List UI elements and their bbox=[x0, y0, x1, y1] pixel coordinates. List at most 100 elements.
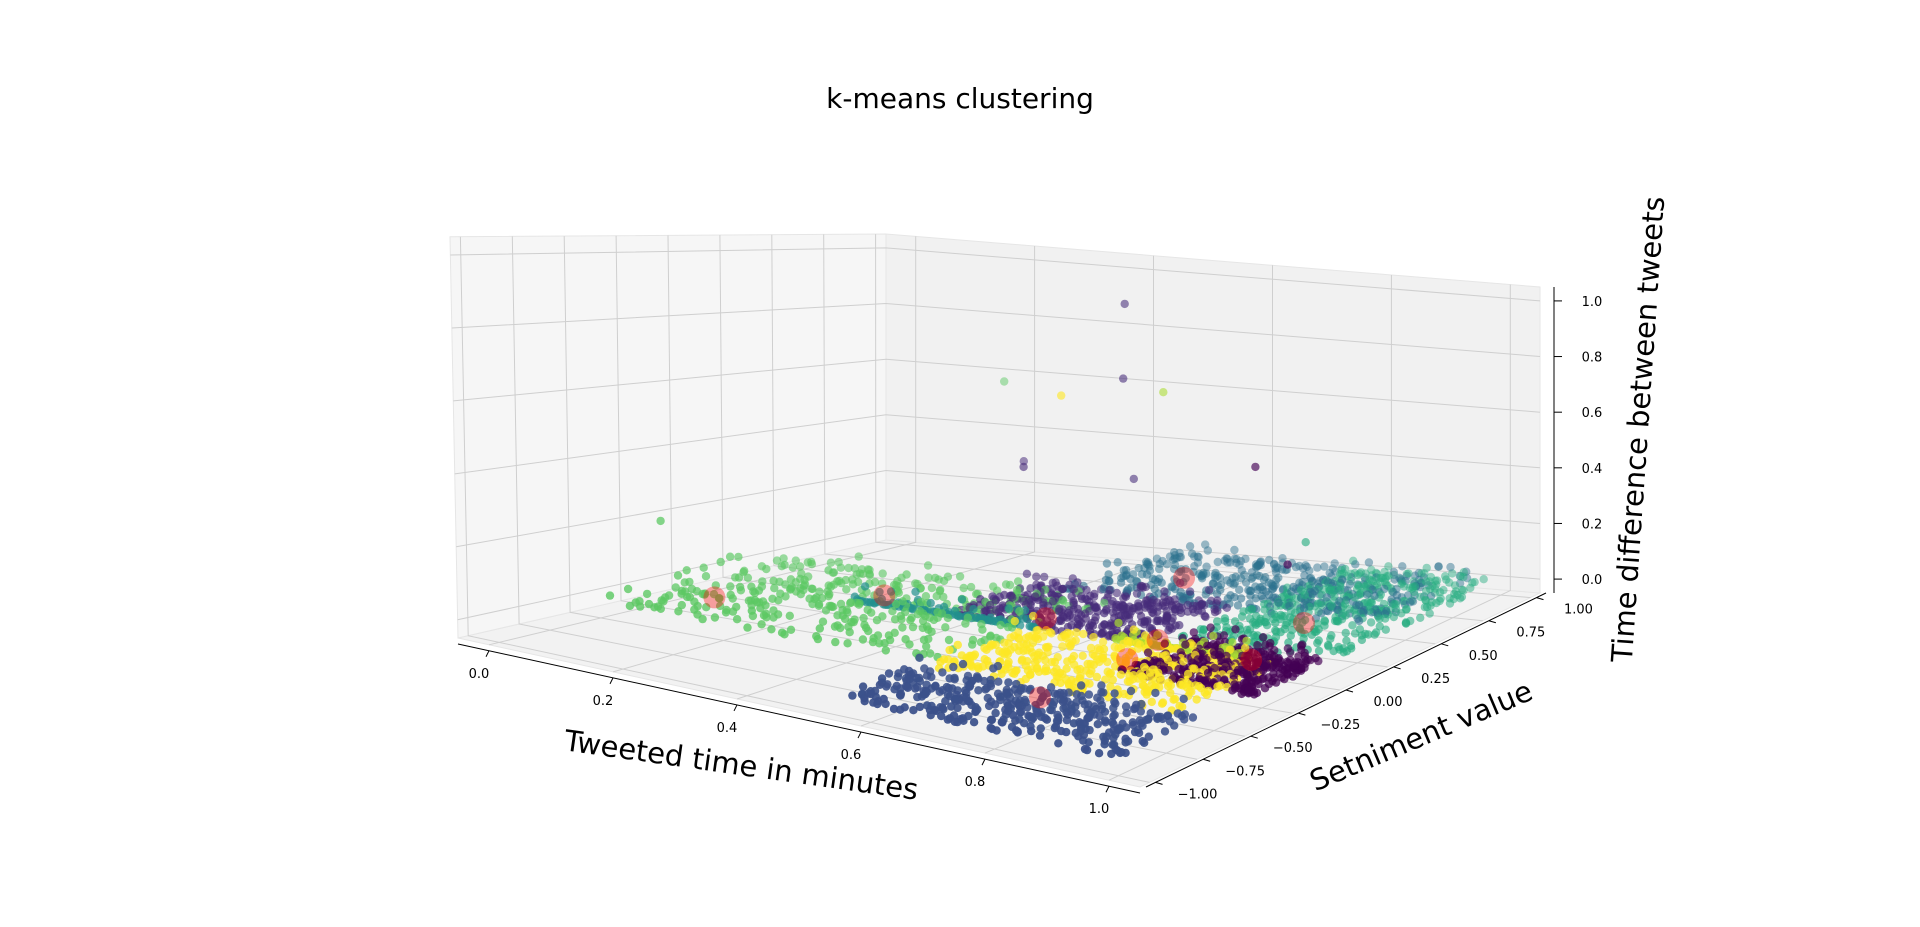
cluster-5-point bbox=[1404, 569, 1413, 578]
cluster-3-point bbox=[1226, 558, 1235, 567]
cluster-8-point bbox=[1147, 697, 1157, 707]
cluster-6-point bbox=[767, 625, 776, 634]
y-tick-label: 1.00 bbox=[1564, 603, 1593, 618]
cluster-6-point bbox=[687, 584, 697, 594]
cluster-3-point bbox=[1455, 579, 1465, 588]
cluster-0-point bbox=[1193, 655, 1203, 664]
cluster-2-point bbox=[1153, 714, 1162, 724]
cluster-3-point bbox=[1271, 564, 1280, 573]
y-tick-label: −1.00 bbox=[1178, 787, 1218, 802]
cluster-8-point bbox=[1088, 649, 1098, 659]
cluster-8-point bbox=[1067, 676, 1076, 685]
cluster-2-point bbox=[1160, 727, 1170, 736]
cluster-8-point bbox=[1003, 649, 1012, 659]
cluster-6-point bbox=[902, 570, 911, 579]
cluster-6-point bbox=[961, 619, 970, 628]
cluster-8-point bbox=[1106, 682, 1115, 691]
cluster-8-point bbox=[1014, 633, 1023, 642]
outlier-point bbox=[1057, 391, 1066, 400]
cluster-1-point bbox=[1222, 603, 1232, 612]
cluster-2-point bbox=[1015, 708, 1025, 717]
cluster-3-point bbox=[1193, 558, 1203, 567]
cluster-6-point bbox=[847, 618, 856, 627]
cluster-0-point bbox=[1234, 665, 1243, 675]
cluster-3-point bbox=[1213, 557, 1223, 567]
grid-line-x bbox=[1108, 284, 1511, 781]
cluster-0-point bbox=[1253, 641, 1262, 650]
cluster-3-point bbox=[1298, 564, 1308, 573]
cluster-2-point bbox=[1126, 686, 1136, 696]
cluster-1-point bbox=[1042, 607, 1052, 616]
cluster-2-point bbox=[1121, 702, 1131, 711]
cluster-3-point bbox=[1308, 576, 1317, 585]
cluster-8-point bbox=[1108, 675, 1118, 685]
cluster-1-point bbox=[1026, 600, 1035, 609]
cluster-5-point bbox=[1357, 635, 1367, 645]
cluster-6-point bbox=[747, 606, 756, 615]
cluster-1-point bbox=[1164, 626, 1173, 635]
cluster-3-point bbox=[1462, 567, 1471, 576]
cluster-1-point bbox=[1183, 607, 1192, 616]
cluster-3-point bbox=[1102, 559, 1112, 568]
cluster-6-point bbox=[1015, 607, 1024, 616]
cluster-3-point bbox=[1390, 575, 1399, 584]
y-tick-label: −0.50 bbox=[1273, 741, 1313, 756]
cluster-6-point bbox=[776, 589, 785, 598]
cluster-8-point bbox=[995, 647, 1004, 656]
cluster-6-point bbox=[785, 611, 794, 620]
cluster-2-point bbox=[1084, 690, 1094, 699]
cluster-5-point bbox=[1230, 617, 1240, 626]
cluster-5-point bbox=[1422, 586, 1431, 596]
cluster-6-point bbox=[831, 637, 840, 647]
y-tick-mark bbox=[1203, 758, 1211, 762]
outlier-point bbox=[656, 516, 665, 526]
cluster-2-point bbox=[945, 674, 954, 683]
cluster-5-point bbox=[1346, 569, 1356, 578]
cluster-3-point bbox=[1330, 559, 1339, 568]
cluster-0-point bbox=[1249, 647, 1259, 657]
cluster-6-point bbox=[812, 593, 821, 602]
cluster-1-point bbox=[1140, 617, 1149, 626]
cluster-1-point bbox=[1040, 572, 1049, 582]
cluster-3-point bbox=[1317, 609, 1326, 618]
grid-line-z bbox=[454, 414, 1541, 475]
cluster-5-point bbox=[1366, 618, 1376, 627]
cluster-6-point bbox=[726, 582, 735, 591]
cluster-3-point bbox=[1223, 554, 1232, 564]
cluster-6-point bbox=[726, 590, 735, 600]
cluster-5-point bbox=[1422, 602, 1432, 612]
cluster-3-point bbox=[1295, 561, 1304, 571]
cluster-1-point bbox=[1149, 595, 1158, 605]
cluster-6-point bbox=[821, 606, 831, 615]
cluster-5-point bbox=[1348, 621, 1357, 630]
cluster-5-point bbox=[1459, 572, 1468, 582]
cluster-3-point bbox=[1434, 562, 1443, 571]
cluster-3-point bbox=[1209, 579, 1218, 588]
cluster-5-point bbox=[1286, 631, 1296, 640]
cluster-6-point bbox=[925, 649, 935, 658]
cluster-2-point bbox=[947, 702, 956, 711]
cluster-7-point bbox=[1228, 638, 1237, 647]
cluster-8-point bbox=[962, 653, 971, 663]
cluster-2-point bbox=[1137, 699, 1146, 709]
cluster-6-point bbox=[837, 578, 846, 588]
cluster-5-point bbox=[1239, 607, 1248, 616]
cluster-5-point bbox=[1367, 598, 1377, 607]
cluster-6-point bbox=[656, 604, 665, 613]
cluster-8-point bbox=[1049, 667, 1059, 677]
cluster-8-point bbox=[1241, 643, 1250, 653]
cluster-2-point bbox=[1054, 713, 1063, 722]
cluster-2-point bbox=[969, 718, 979, 727]
cluster-2-point bbox=[1046, 705, 1055, 715]
cluster-1-point bbox=[1204, 585, 1214, 595]
cluster-6-point bbox=[808, 599, 817, 609]
cluster-2-point bbox=[873, 699, 882, 709]
cluster-3-point bbox=[1230, 554, 1239, 563]
grid-line-y bbox=[615, 235, 1293, 714]
cluster-1-point bbox=[1185, 587, 1195, 596]
cluster-8-point bbox=[1011, 666, 1020, 676]
cluster-6-point bbox=[756, 604, 765, 613]
cluster-8-point bbox=[1024, 632, 1034, 641]
cluster-3-point bbox=[1351, 560, 1360, 569]
